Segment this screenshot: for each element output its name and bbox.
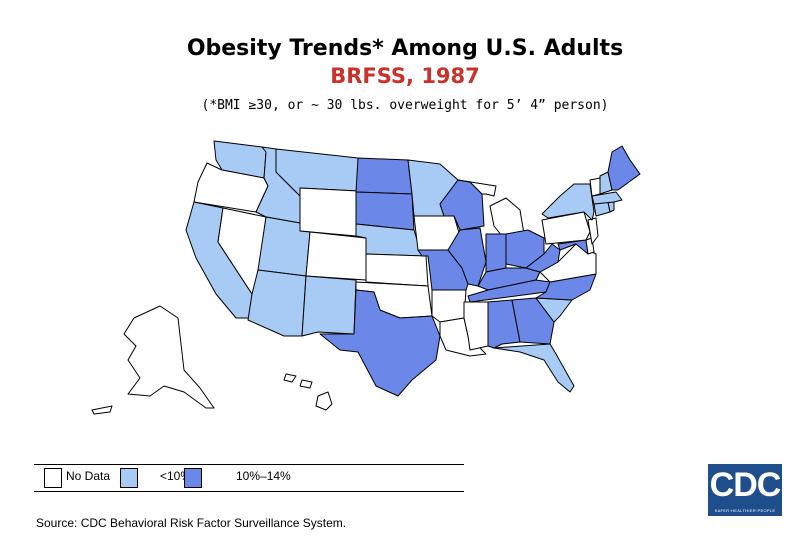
legend-label-no-data: No Data xyxy=(66,469,111,483)
cdc-logo-text: CDC xyxy=(709,466,782,504)
state-az xyxy=(247,269,307,337)
state-ny xyxy=(541,183,595,221)
state-fl xyxy=(493,343,575,393)
legend-swatch-10-14 xyxy=(184,468,202,488)
us-states-map xyxy=(91,140,641,415)
bmi-note: (*BMI ≥30, or ~ 30 lbs. overweight for 5… xyxy=(201,98,609,113)
state-ak-islands xyxy=(91,405,113,415)
source-note: Source: CDC Behavioral Risk Factor Surve… xyxy=(36,516,347,530)
state-hi-islands xyxy=(283,373,297,383)
cdc-logo: CDC SAFER·HEALTHIER·PEOPLE xyxy=(708,464,782,516)
state-mi xyxy=(457,179,497,197)
state-ak xyxy=(123,305,215,409)
state-hi-islands xyxy=(299,379,313,389)
state-mi-lower xyxy=(489,197,525,237)
legend-bar xyxy=(34,464,464,492)
state-wy xyxy=(299,187,359,237)
legend-label-10-14: 10%–14% xyxy=(236,469,291,483)
map-title: Obesity Trends* Among U.S. Adults xyxy=(186,36,624,61)
state-nm xyxy=(301,275,357,337)
state-ks xyxy=(365,253,429,287)
state-ga xyxy=(511,297,555,345)
state-me xyxy=(607,145,641,191)
legend-swatch-no-data xyxy=(44,468,62,488)
state-il xyxy=(447,227,487,287)
cdc-logo-tagline: SAFER·HEALTHIER·PEOPLE xyxy=(714,508,776,513)
legend-swatch-under-10 xyxy=(120,468,138,488)
state-sd xyxy=(355,191,415,231)
state-nd xyxy=(355,157,413,195)
state-tx xyxy=(319,289,441,397)
state-vt xyxy=(589,177,601,197)
state-ma xyxy=(591,191,623,205)
state-in xyxy=(485,233,507,273)
state-nj xyxy=(587,217,599,245)
state-hi xyxy=(315,391,333,411)
state-ar xyxy=(431,289,467,323)
map-subtitle: BRFSS, 1987 xyxy=(330,64,480,88)
legend-label-under-10: <10% xyxy=(160,469,192,483)
state-co xyxy=(305,231,367,281)
